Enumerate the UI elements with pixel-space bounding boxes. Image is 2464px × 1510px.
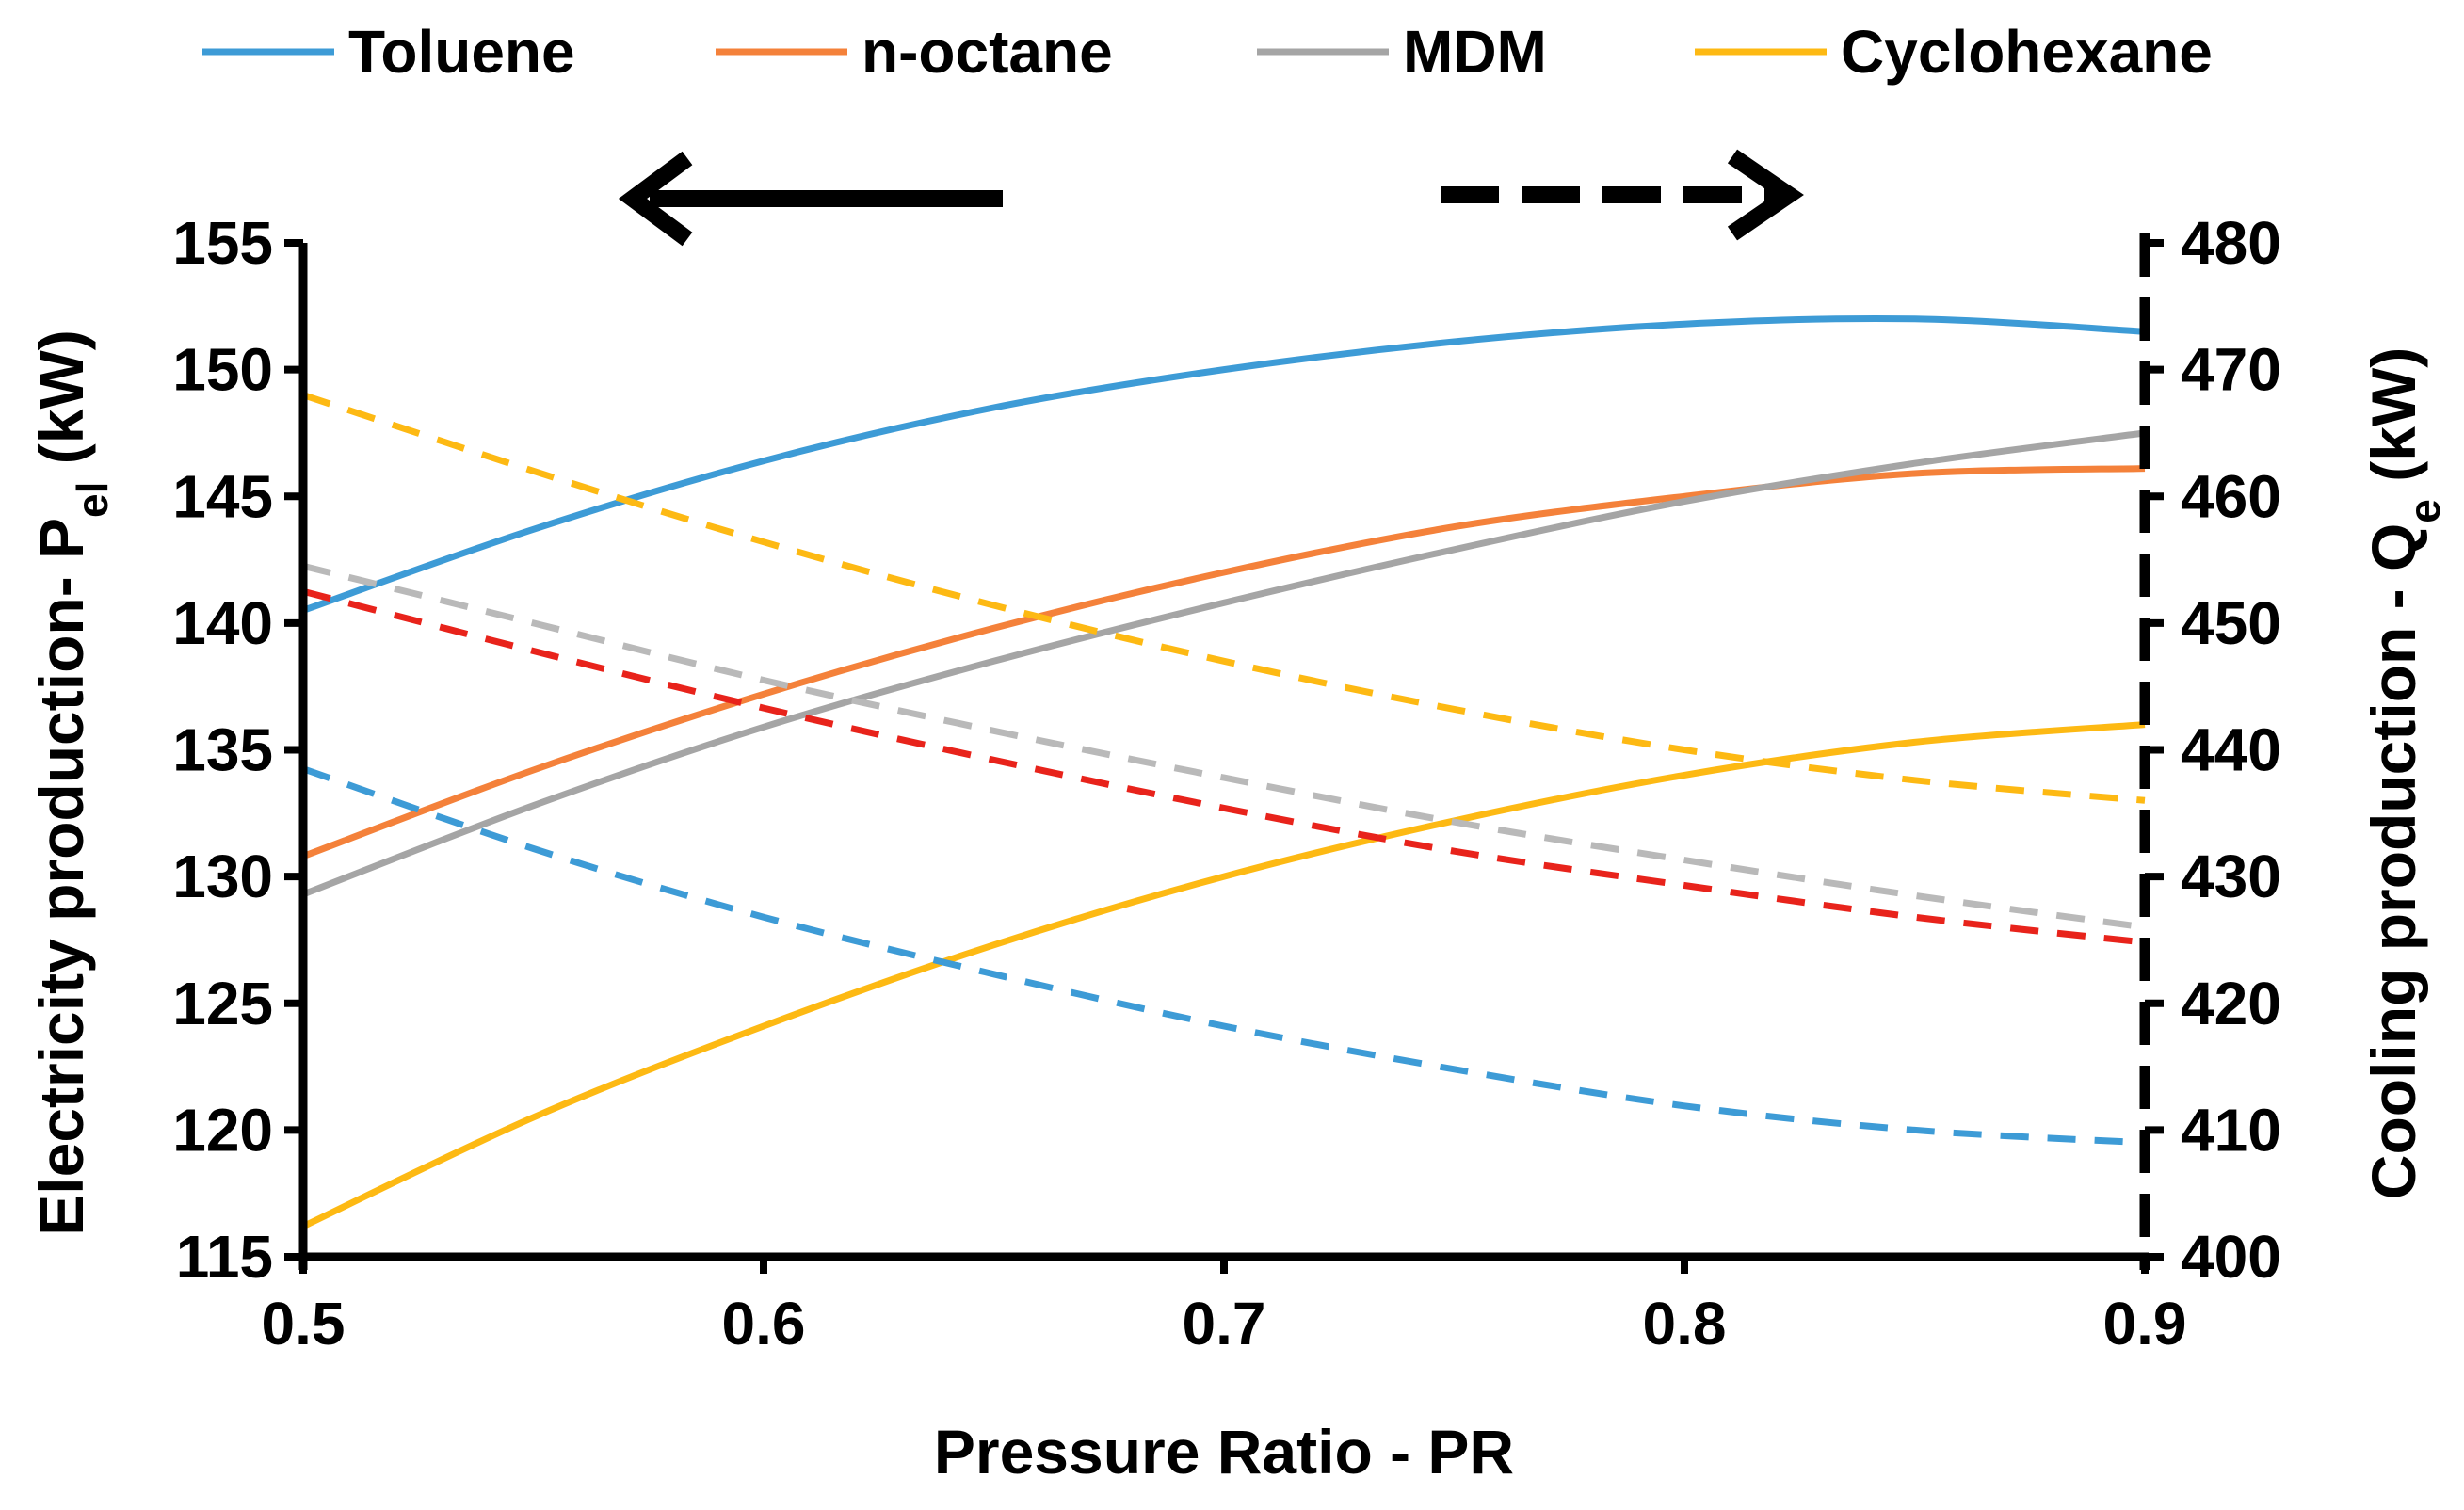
legend: Toluene n-octane MDM Cyclohexane <box>202 18 2213 86</box>
x-tick-label: 0.6 <box>722 1290 806 1357</box>
right-tick-label: 440 <box>2181 716 2281 784</box>
legend-label-cyclohexane: Cyclohexane <box>1841 18 2213 86</box>
axes <box>284 233 2164 1274</box>
electricity-line-mdm <box>301 429 2146 898</box>
left-tick-label: 120 <box>172 1096 273 1164</box>
right-tick-label: 410 <box>2181 1096 2281 1164</box>
left-tick-label: 145 <box>172 462 273 530</box>
tick-labels: 115 120 125 130 135 140 145 150 155 400 410 420 430 4… <box>172 209 2281 1357</box>
left-axis-title-subscript: el <box>68 482 117 518</box>
right-axis-title: Cooling production - Qe (kW) <box>2359 347 2449 1199</box>
left-tick-label: 135 <box>172 716 273 784</box>
cooling-line-n-octane <box>302 587 2146 946</box>
electricity-series-group <box>301 314 2146 1229</box>
legend-label-mdm: MDM <box>1403 18 1547 86</box>
x-tick-label: 0.8 <box>1643 1290 1727 1357</box>
electricity-line-toluene <box>301 314 2146 614</box>
left-arrow-head <box>618 151 693 247</box>
left-axis-title-unit: (kW) <box>26 329 96 481</box>
left-tick-label: 125 <box>172 970 273 1037</box>
left-axis-title: Electricity production- Pel (kW) <box>26 329 117 1235</box>
right-tick-label: 450 <box>2181 589 2281 657</box>
cooling-line-toluene <box>301 765 2146 1147</box>
x-tick-label: 0.9 <box>2103 1290 2187 1357</box>
right-tick-label: 480 <box>2181 209 2281 277</box>
left-tick-label: 115 <box>176 1223 273 1291</box>
right-tick-label: 470 <box>2181 336 2281 404</box>
electricity-line-n-octane <box>301 465 2146 859</box>
cooling-line-cyclohexane <box>301 392 2146 804</box>
right-tick-label: 430 <box>2181 843 2281 910</box>
cooling-line-mdm <box>302 562 2146 931</box>
axis-titles: Pressure Ratio - PR Electricity productio… <box>26 329 2449 1486</box>
right-tick-label: 420 <box>2181 970 2281 1037</box>
left-axis-title-main: Electricity production- P <box>26 518 96 1236</box>
axis-direction-arrows <box>618 149 1804 247</box>
legend-label-n-octane: n-octane <box>862 18 1113 86</box>
right-axis-title-main: Cooling production - Q <box>2359 523 2428 1200</box>
right-axis-title-subscript: e <box>2400 499 2449 523</box>
x-tick-label: 0.5 <box>262 1290 346 1357</box>
cooling-series-group <box>301 392 2146 1147</box>
left-tick-label: 140 <box>172 589 273 657</box>
left-tick-label: 155 <box>172 209 273 277</box>
x-tick-label: 0.7 <box>1183 1290 1266 1357</box>
left-tick-label: 130 <box>172 843 273 910</box>
right-arrow-head <box>1727 149 1804 241</box>
x-axis-title: Pressure Ratio - PR <box>934 1417 1514 1486</box>
right-tick-label: 460 <box>2181 462 2281 530</box>
right-tick-label: 400 <box>2181 1223 2281 1291</box>
left-tick-label: 150 <box>172 336 273 404</box>
right-axis-title-unit: (kW) <box>2359 347 2428 499</box>
legend-label-toluene: Toluene <box>348 18 575 86</box>
electricity-line-cyclohexane <box>301 721 2146 1229</box>
